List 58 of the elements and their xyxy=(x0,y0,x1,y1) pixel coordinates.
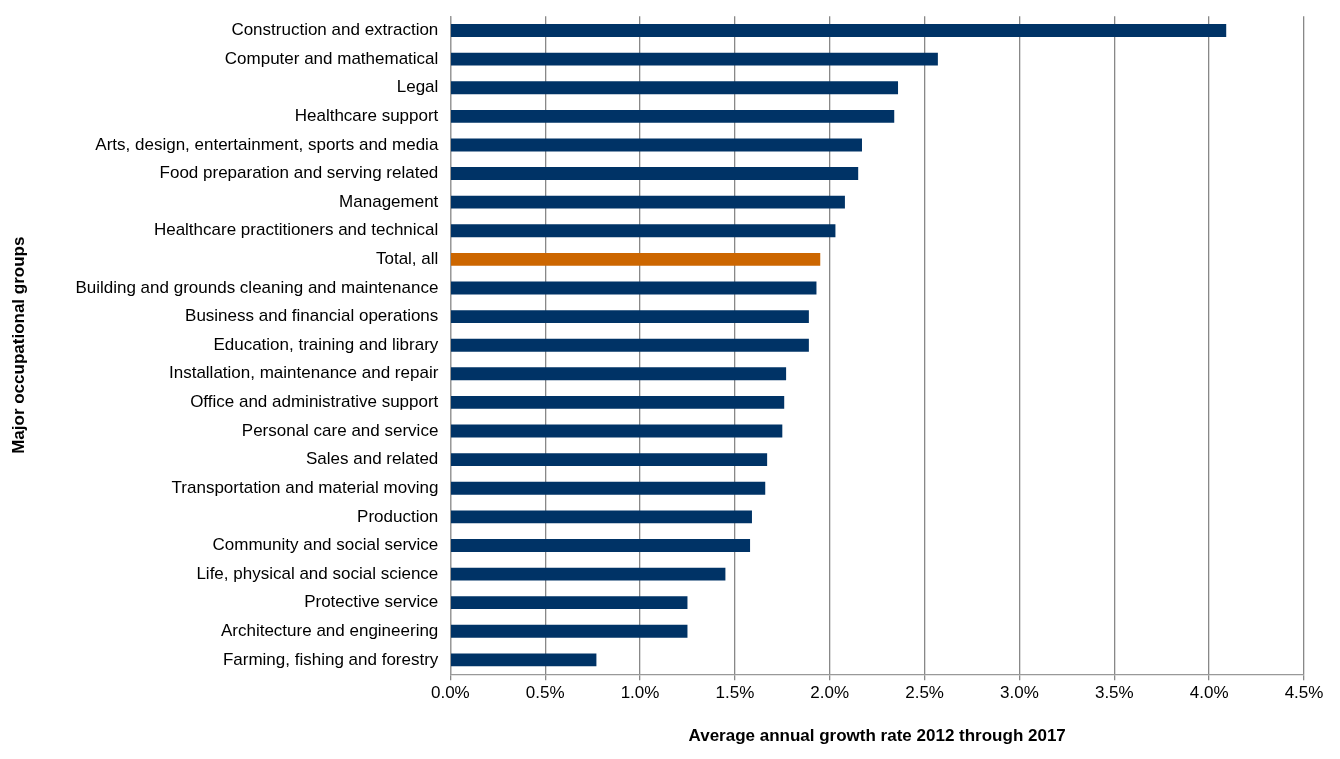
bar xyxy=(450,24,1227,37)
y-tick-label: Computer and mathematical xyxy=(224,48,439,68)
bar xyxy=(450,281,817,295)
y-tick-label: Sales and related xyxy=(306,449,439,469)
bar xyxy=(450,167,859,180)
y-tick-label: Education, training and library xyxy=(213,334,439,354)
bar xyxy=(450,109,895,123)
y-tick-label: Production xyxy=(357,506,439,526)
bar xyxy=(450,224,836,238)
bar xyxy=(450,653,597,667)
bar xyxy=(450,624,688,638)
x-axis-title: Average annual growth rate 2012 through 2017 xyxy=(688,726,1066,746)
y-tick-label: Arts, design, entertainment, sports and media xyxy=(95,134,439,154)
bar xyxy=(450,81,899,95)
bar xyxy=(450,195,845,209)
y-tick-label: Farming, fishing and forestry xyxy=(222,649,439,669)
bar xyxy=(450,338,809,352)
y-tick-label: Management xyxy=(339,191,439,211)
y-tick-label: Architecture and engineering xyxy=(220,620,439,640)
x-tick-label: 2.5% xyxy=(905,683,944,703)
bar xyxy=(450,52,938,66)
x-tick-label: 0.0% xyxy=(430,683,470,703)
bar xyxy=(450,310,809,324)
y-tick-label: Transportation and material moving xyxy=(171,477,439,497)
bar xyxy=(450,138,862,152)
bar xyxy=(450,424,783,438)
y-tick-label: Business and financial operations xyxy=(185,306,439,326)
x-tick-label: 2.0% xyxy=(810,683,850,703)
y-tick-label: Community and social service xyxy=(212,535,439,555)
y-tick-label: Construction and extraction xyxy=(231,20,439,40)
bar xyxy=(450,395,785,409)
y-tick-label: Installation, maintenance and repair xyxy=(168,363,439,383)
bar xyxy=(450,252,821,266)
x-tick-label: 3.0% xyxy=(1000,683,1039,703)
bar xyxy=(450,539,751,552)
y-tick-label: Building and grounds cleaning and maintenance xyxy=(75,277,439,297)
x-tick-label: 3.5% xyxy=(1094,683,1134,703)
y-tick-label: Total, all xyxy=(375,249,439,269)
bar xyxy=(450,567,726,581)
bar xyxy=(450,367,787,381)
bar xyxy=(450,596,688,610)
bar xyxy=(450,481,766,495)
bar xyxy=(450,453,768,467)
y-tick-label: Food preparation and serving related xyxy=(159,163,439,183)
y-tick-label: Office and administrative support xyxy=(190,392,439,412)
x-tick-label: 4.0% xyxy=(1189,683,1229,703)
x-tick-label: 1.5% xyxy=(715,683,755,703)
y-tick-label: Personal care and service xyxy=(241,420,439,440)
y-tick-label: Healthcare practitioners and technical xyxy=(153,220,439,240)
y-tick-label: Legal xyxy=(396,77,439,97)
x-tick-label: 1.0% xyxy=(620,683,660,703)
bar xyxy=(450,510,752,524)
x-tick-label: 4.5% xyxy=(1284,683,1324,703)
y-tick-label: Healthcare support xyxy=(294,106,439,126)
y-tick-label: Life, physical and social science xyxy=(196,563,439,583)
y-axis-title: Major occupational groups xyxy=(8,236,28,454)
y-tick-label: Protective service xyxy=(304,592,439,612)
x-tick-label: 0.5% xyxy=(525,683,565,703)
